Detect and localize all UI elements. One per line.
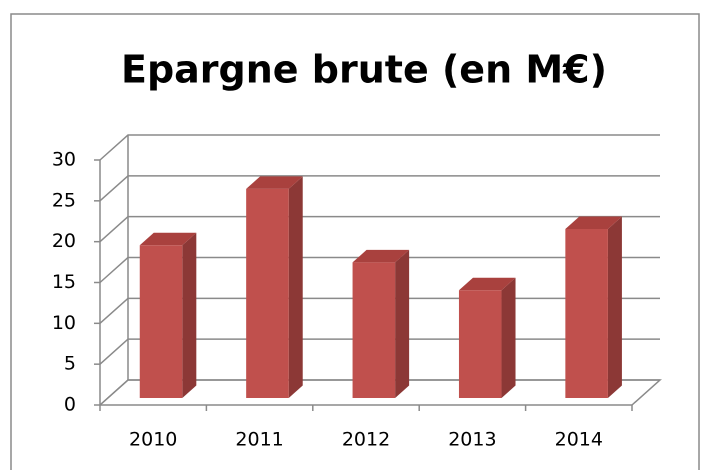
x-tick-label: 2011 — [235, 429, 283, 451]
bar — [246, 176, 303, 398]
x-tick-label: 2012 — [342, 429, 390, 451]
bar — [565, 216, 622, 398]
bar-side — [395, 249, 410, 398]
x-tick-label: 2013 — [448, 429, 496, 451]
y-tick-label: 30 — [52, 149, 76, 171]
grid-line — [99, 134, 660, 161]
bar-front — [246, 188, 289, 398]
bar-top — [565, 216, 622, 229]
bar-top — [458, 277, 516, 291]
y-tick-label: 15 — [52, 271, 76, 293]
grid-line — [99, 175, 660, 202]
x-tick-label: 2010 — [129, 429, 177, 451]
chart-title: Epargne brute (en M€) — [121, 48, 607, 92]
grid-line — [99, 215, 660, 243]
bar — [352, 249, 410, 398]
y-tick-label: 0 — [64, 394, 76, 416]
bar-side — [501, 277, 516, 398]
bar-front — [139, 245, 183, 398]
y-tick-label: 10 — [52, 312, 76, 334]
bar-top — [246, 176, 303, 189]
bar — [139, 232, 197, 398]
bar — [458, 277, 516, 398]
bar-side — [288, 176, 303, 398]
y-tick-label: 20 — [52, 230, 76, 252]
bar-top — [139, 232, 197, 246]
grid-line — [99, 256, 660, 284]
bar-front — [352, 262, 396, 398]
bar-side — [607, 216, 622, 398]
bar-front — [565, 228, 608, 398]
bar-side — [182, 232, 197, 398]
bar-top — [352, 249, 410, 263]
y-tick-label: 25 — [52, 189, 76, 211]
y-tick-label: 5 — [64, 353, 76, 375]
x-tick-label: 2014 — [555, 429, 603, 451]
bar-front — [458, 290, 502, 398]
